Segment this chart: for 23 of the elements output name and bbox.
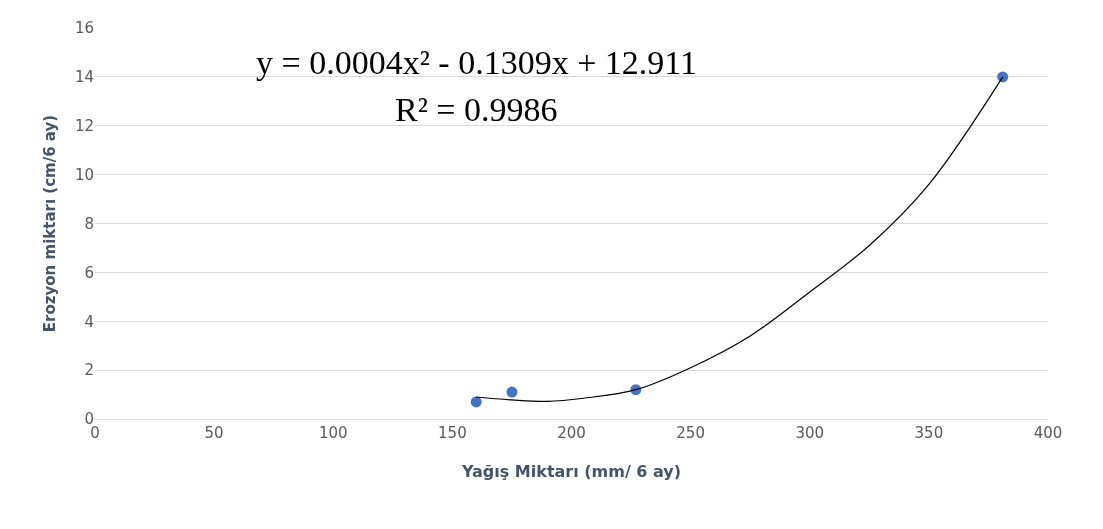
y-tick-label: 10	[74, 165, 94, 184]
point	[470, 396, 482, 408]
point	[997, 71, 1009, 83]
x-tick-label: 50	[204, 424, 224, 442]
y-tick-label: 4	[84, 312, 94, 331]
annotation: R² = 0.9986	[395, 91, 558, 128]
x-axis-title: Yağış Miktarı (mm/ 6 ay)	[460, 462, 682, 481]
x-tick-label: 300	[795, 424, 825, 442]
y-tick-label: 12	[74, 117, 94, 135]
y-axis-title: Erozyon miktarı (cm/6 ay)	[41, 114, 59, 333]
x-tick-label: 100	[318, 424, 348, 442]
x-tick-label: 200	[557, 424, 586, 442]
y-tick-label: 2	[84, 361, 94, 380]
y-tick-label: 6	[84, 263, 94, 282]
annotation: y = 0.0004x² - 0.1309x + 12.911	[256, 44, 698, 81]
point	[506, 386, 518, 398]
x-tick-label: 400	[1033, 424, 1063, 442]
y-tick-label: 8	[84, 214, 94, 233]
x-tick-label: 150	[438, 424, 467, 442]
x-tick-label: 350	[914, 424, 944, 442]
y-tick-label: 14	[74, 68, 94, 87]
y-tick-label: 16	[74, 19, 94, 38]
x-tick-label: 250	[676, 424, 705, 442]
